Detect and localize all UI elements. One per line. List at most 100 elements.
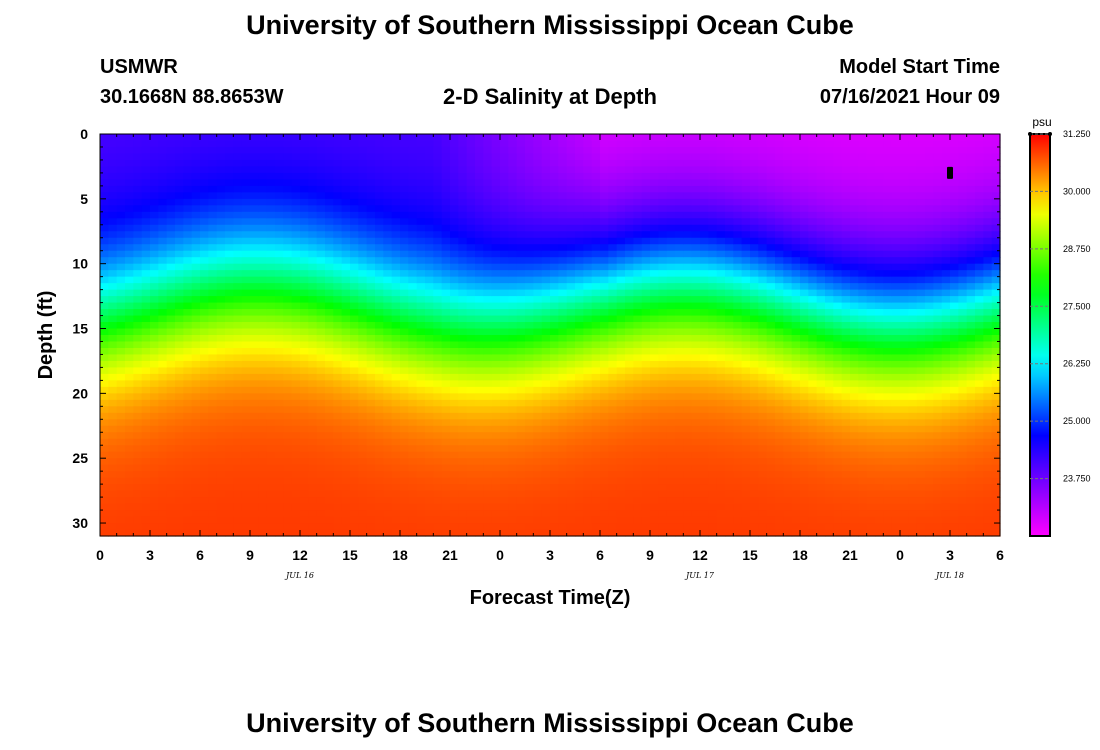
heatmap-cell: [366, 347, 376, 356]
heatmap-cell: [191, 393, 201, 401]
heatmap-cell: [575, 484, 584, 492]
heatmap-cell: [383, 406, 393, 414]
heatmap-cell: [366, 231, 376, 239]
heatmap-cell: [725, 250, 734, 258]
heatmap-cell: [208, 360, 218, 369]
heatmap-cell: [133, 360, 143, 369]
heatmap-cell: [108, 257, 118, 265]
heatmap-cell: [283, 224, 293, 232]
heatmap-cell: [641, 484, 651, 492]
heatmap-cell: [525, 315, 534, 323]
heatmap-cell: [175, 237, 184, 245]
heatmap-cell: [325, 257, 334, 265]
heatmap-cell: [325, 458, 334, 466]
heatmap-cell: [608, 523, 618, 531]
heatmap-cell: [766, 250, 776, 258]
heatmap-cell: [425, 172, 434, 180]
heatmap-cell: [191, 510, 201, 518]
heatmap-cell: [666, 464, 676, 472]
heatmap-cell: [266, 497, 276, 505]
heatmap-cell: [150, 315, 159, 323]
heatmap-cell: [425, 497, 434, 505]
heatmap-cell: [166, 231, 176, 239]
heatmap-cell: [225, 516, 234, 524]
heatmap-cell: [666, 386, 676, 394]
heatmap-cell: [700, 425, 709, 433]
heatmap-cell: [283, 354, 293, 362]
heatmap-cell: [658, 347, 668, 356]
heatmap-cell: [575, 263, 584, 271]
heatmap-cell: [558, 159, 568, 168]
heatmap-cell: [116, 257, 126, 265]
heatmap-cell: [475, 367, 484, 375]
heatmap-cell: [350, 231, 359, 239]
heatmap-cell: [208, 445, 218, 453]
heatmap-cell: [150, 211, 159, 219]
heatmap-cell: [341, 211, 351, 219]
heatmap-cell: [575, 179, 584, 187]
heatmap-cell: [166, 445, 176, 453]
heatmap-cell: [716, 302, 726, 310]
heatmap-cell: [308, 231, 318, 239]
heatmap-cell: [658, 198, 668, 206]
heatmap-cell: [233, 464, 243, 472]
heatmap-cell: [633, 529, 643, 537]
heatmap-cell: [558, 335, 568, 343]
heatmap-cell: [533, 380, 543, 388]
heatmap-cell: [666, 341, 676, 349]
heatmap-cell: [341, 393, 351, 401]
heatmap-cell: [283, 302, 293, 310]
heatmap-cell: [233, 270, 243, 278]
heatmap-cell: [275, 153, 284, 161]
heatmap-cell: [366, 134, 376, 142]
heatmap-cell: [541, 244, 551, 252]
heatmap-cell: [591, 341, 601, 349]
heatmap-cell: [200, 263, 209, 271]
heatmap-cell: [750, 140, 759, 148]
heatmap-cell: [225, 263, 234, 271]
heatmap-cell: [341, 296, 351, 304]
heatmap-cell: [358, 192, 368, 200]
heatmap-cell: [133, 393, 143, 401]
heatmap-cell: [691, 490, 701, 498]
heatmap-cell: [383, 211, 393, 219]
heatmap-cell: [133, 205, 143, 213]
heatmap-cell: [133, 257, 143, 265]
heatmap-cell: [716, 464, 726, 472]
heatmap-cell: [441, 490, 451, 498]
heatmap-cell: [750, 218, 759, 226]
heatmap-cell: [241, 367, 251, 375]
heatmap-cell: [141, 497, 151, 505]
heatmap-cell: [625, 393, 634, 401]
heatmap-cell: [225, 211, 234, 219]
heatmap-cell: [675, 153, 684, 161]
heatmap-cell: [600, 309, 609, 317]
heatmap-cell: [558, 309, 568, 317]
heatmap-cell: [608, 458, 618, 466]
heatmap-cell: [300, 153, 309, 161]
heatmap-cell: [141, 373, 151, 381]
heatmap-cell: [216, 367, 226, 375]
heatmap-cell: [141, 166, 151, 174]
heatmap-cell: [758, 393, 768, 401]
heatmap-cell: [608, 198, 618, 206]
heatmap-cell: [108, 354, 118, 362]
heatmap-cell: [575, 529, 584, 537]
heatmap-cell: [408, 134, 418, 142]
heatmap-cell: [233, 347, 243, 356]
heatmap-cell: [175, 289, 184, 297]
heatmap-cell: [591, 503, 601, 511]
heatmap-cell: [716, 399, 726, 407]
heatmap-cell: [350, 166, 359, 174]
heatmap-cell: [650, 309, 659, 317]
heatmap-cell: [375, 179, 384, 187]
heatmap-cell: [300, 302, 309, 310]
heatmap-cell: [608, 289, 618, 297]
heatmap-cell: [191, 244, 201, 252]
heatmap-cell: [375, 250, 384, 258]
heatmap-cell: [441, 406, 451, 414]
heatmap-cell: [450, 166, 459, 174]
heatmap-cell: [616, 432, 626, 440]
heatmap-cell: [291, 497, 301, 505]
heatmap-cell: [600, 257, 609, 265]
